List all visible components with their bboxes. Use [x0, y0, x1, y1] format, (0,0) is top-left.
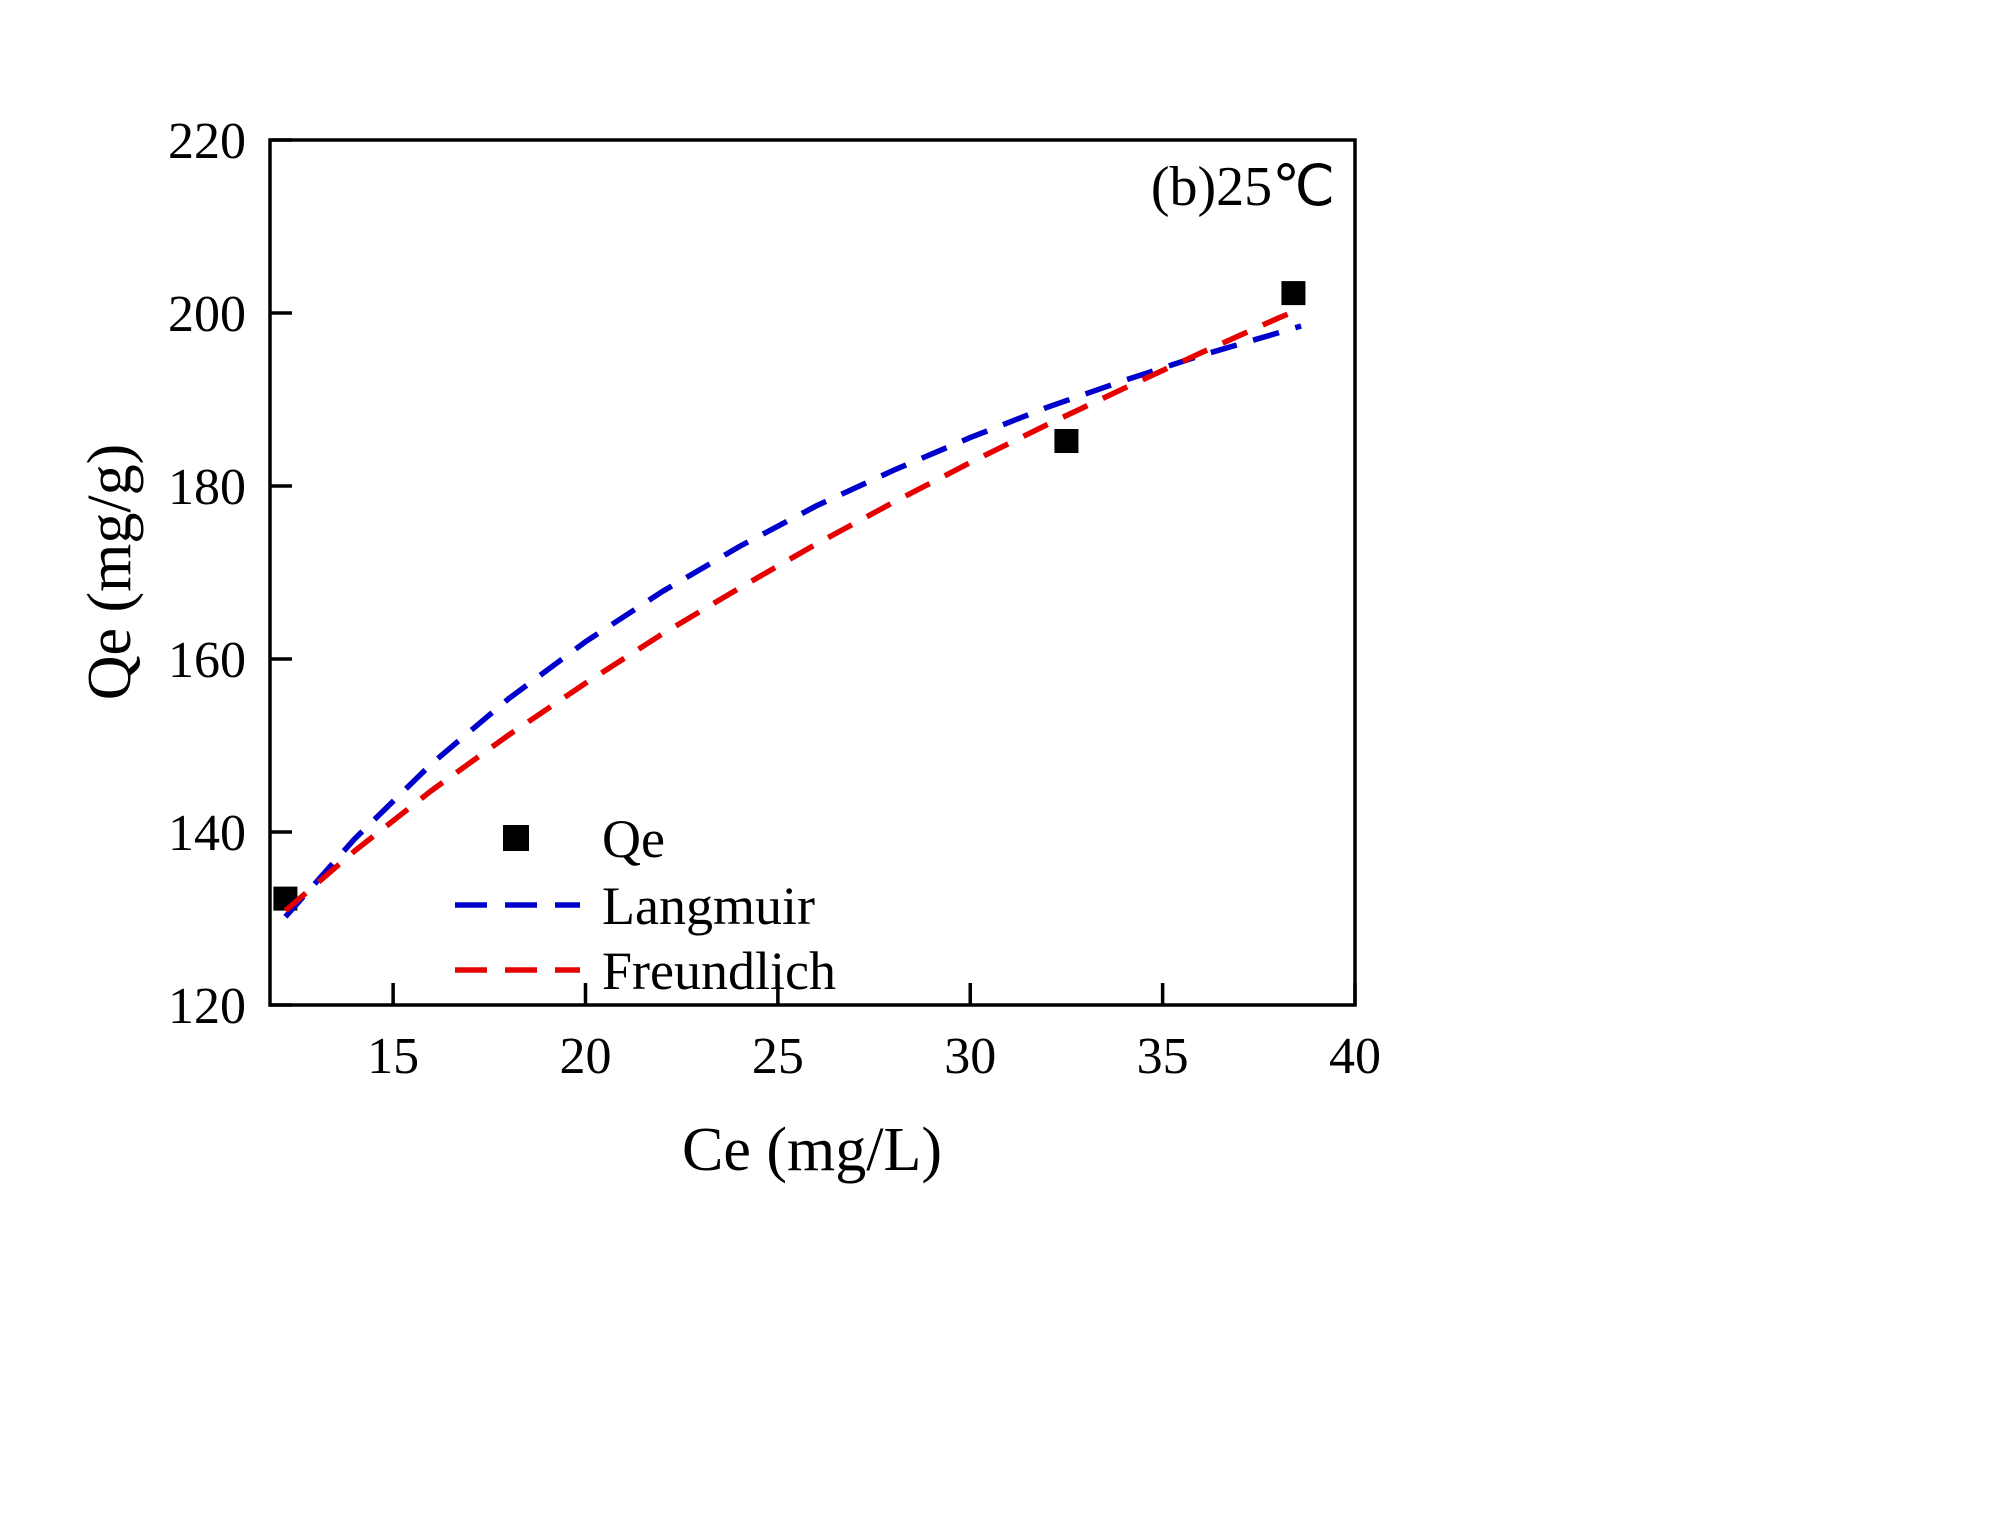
y-tick-label: 140 [168, 805, 246, 862]
y-tick-label: 180 [168, 459, 246, 516]
freundlich-curve [283, 306, 1303, 913]
x-tick-label: 25 [752, 1028, 804, 1085]
axis-ticks: 15 20 25 30 35 40 120 140 160 180 200 220 [168, 113, 1381, 1085]
y-axis-label: Qe (mg/g) [76, 444, 144, 701]
legend-label-langmuir: Langmuir [602, 876, 815, 936]
y-tick-label: 120 [168, 978, 246, 1035]
qe-point [1281, 281, 1306, 306]
y-tick-label: 200 [168, 286, 246, 343]
plot-frame [268, 138, 1357, 1007]
langmuir-curve [283, 323, 1302, 919]
y-tick-label: 160 [168, 632, 246, 689]
x-tick-label: 35 [1137, 1028, 1189, 1085]
legend-label-freundlich: Freundlich [602, 941, 836, 1001]
legend-marker-qe [503, 825, 529, 851]
x-tick-label: 15 [367, 1028, 419, 1085]
qe-point [1054, 429, 1079, 454]
panel-annotation: (b)25℃ [1151, 156, 1335, 218]
data-series [273, 281, 1306, 919]
legend-label-qe: Qe [602, 809, 665, 869]
x-axis-label: Ce (mg/L) [682, 1116, 942, 1184]
y-tick-label: 220 [168, 113, 246, 170]
x-tick-label: 30 [944, 1028, 996, 1085]
x-tick-label: 20 [559, 1028, 611, 1085]
x-tick-label: 40 [1329, 1028, 1381, 1085]
